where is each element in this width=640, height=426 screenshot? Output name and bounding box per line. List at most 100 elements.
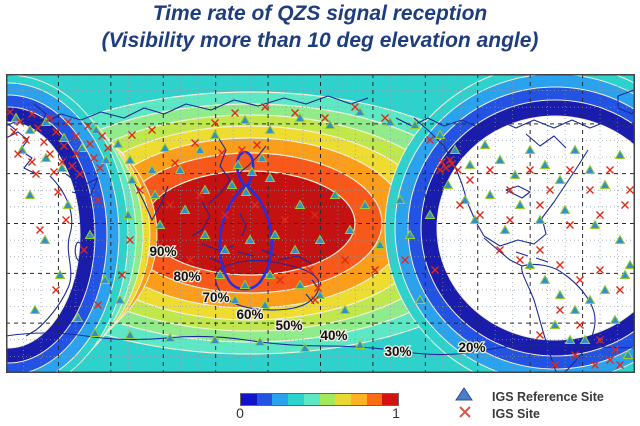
igs-site-marker <box>128 131 136 139</box>
igs-site-marker <box>62 216 70 224</box>
igs-site-marker <box>496 246 504 254</box>
igs-reference-site-marker <box>84 229 96 239</box>
figure-subtitle: (Visibility more than 10 deg elevation a… <box>101 29 539 52</box>
colorbar-max-label: 1 <box>392 405 400 421</box>
igs-reference-site-marker <box>124 329 136 339</box>
igs-site-marker <box>32 170 40 178</box>
igs-reference-site-marker <box>112 138 124 148</box>
igs-reference-site-marker <box>294 112 306 122</box>
coastline <box>395 117 635 129</box>
igs-site-marker <box>556 261 564 269</box>
igs-reference-site-marker <box>329 189 341 199</box>
igs-reference-site-marker <box>239 114 251 124</box>
igs-site-marker <box>196 191 204 199</box>
igs-site-marker <box>16 118 24 126</box>
igs-site-marker <box>72 132 80 140</box>
igs-site-marker <box>314 284 322 292</box>
coastline <box>277 255 313 265</box>
igs-site-marker <box>626 186 634 194</box>
igs-reference-site-marker <box>259 299 271 309</box>
coastline <box>515 251 549 263</box>
igs-reference-site-marker <box>499 224 511 234</box>
igs-site-marker <box>526 166 534 174</box>
igs-reference-site-marker <box>584 294 596 304</box>
igs-reference-site-marker <box>449 144 461 154</box>
igs-reference-site-marker <box>469 214 481 224</box>
igs-reference-site-marker <box>246 166 258 176</box>
igs-reference-site-marker <box>199 229 211 239</box>
igs-reference-site-marker <box>539 159 551 169</box>
coastline <box>6 332 635 356</box>
contour-label-50%: 50% <box>275 318 302 333</box>
igs-reference-site-marker <box>354 339 366 349</box>
igs-site-marker <box>276 276 284 284</box>
igs-reference-site-marker <box>126 174 138 184</box>
coastline <box>133 181 169 221</box>
igs-reference-site-marker <box>174 164 186 174</box>
igs-site-marker <box>536 246 544 254</box>
igs-site-marker <box>186 256 194 264</box>
coastline <box>33 103 53 133</box>
igs-reference-site-marker <box>294 199 306 209</box>
igs-reference-site-marker <box>494 154 506 164</box>
igs-site-marker <box>291 109 299 117</box>
igs-site-marker <box>10 128 18 136</box>
igs-reference-site-marker <box>76 142 88 152</box>
igs-reference-site-marker <box>122 209 134 219</box>
igs-site-marker <box>28 158 36 166</box>
contour-labels: 90% 80%70% 60% 50% 40% 30% 20% <box>148 243 487 361</box>
igs-reference-site-marker <box>209 334 221 344</box>
igs-site-marker <box>40 138 48 146</box>
igs-reference-site-marker <box>254 336 266 346</box>
igs-site-marker <box>14 150 22 158</box>
igs-site-marker <box>536 331 544 339</box>
igs-reference-site-marker <box>54 269 66 279</box>
igs-site-marker <box>454 166 462 174</box>
igs-reference-site-marker <box>344 224 356 234</box>
igs-reference-site-marker <box>484 189 496 199</box>
igs-site-marker <box>80 246 88 254</box>
igs-site-marker <box>136 186 144 194</box>
igs-site-marker <box>306 266 314 274</box>
igs-site-marker <box>98 132 106 140</box>
igs-reference-site-marker <box>624 259 635 269</box>
colorbar <box>240 393 399 406</box>
igs-reference-site-marker <box>269 229 281 239</box>
igs-site-marker <box>126 236 134 244</box>
igs-site-marker <box>446 156 454 164</box>
igs-site-marker <box>96 164 104 172</box>
coastline <box>201 243 277 265</box>
igs-site-marker <box>68 162 76 170</box>
igs-reference-site-marker <box>584 164 596 174</box>
igs-reference-site-marker <box>622 349 634 359</box>
igs-reference-site-marker <box>62 199 74 209</box>
igs-reference-site-marker <box>339 304 351 314</box>
igs-site-marker <box>28 110 36 118</box>
igs-site-marker <box>321 114 329 122</box>
colorbar-segment <box>366 394 383 405</box>
igs-reference-site-marker <box>589 219 601 229</box>
igs-site-marker <box>6 108 14 116</box>
igs-site-marker <box>311 211 319 219</box>
igs-reference-site-marker <box>56 162 68 172</box>
igs-reference-site-marker <box>569 304 581 314</box>
igs-reference-site-marker <box>479 139 491 149</box>
igs-site-marker <box>576 276 584 284</box>
igs-site-marker <box>58 158 66 166</box>
igs-reference-site-marker <box>100 154 112 164</box>
igs-reference-site-marker <box>614 149 626 159</box>
igs-site-marker <box>281 216 289 224</box>
igs-reference-site-marker <box>414 294 426 304</box>
igs-reference-site-marker <box>404 229 416 239</box>
igs-reference-site-marker <box>569 144 581 154</box>
igs-reference-site-marker <box>374 239 386 249</box>
igs-reference-site-marker <box>226 179 238 189</box>
igs-reference-site-marker <box>264 124 276 134</box>
igs-reference-site-marker <box>240 186 252 196</box>
coastline <box>65 173 99 197</box>
igs-site-marker <box>351 103 359 111</box>
igs-reference-site-marker <box>324 119 336 129</box>
left-lowvis-ring-white <box>6 121 81 349</box>
igs-site-marker <box>566 166 574 174</box>
